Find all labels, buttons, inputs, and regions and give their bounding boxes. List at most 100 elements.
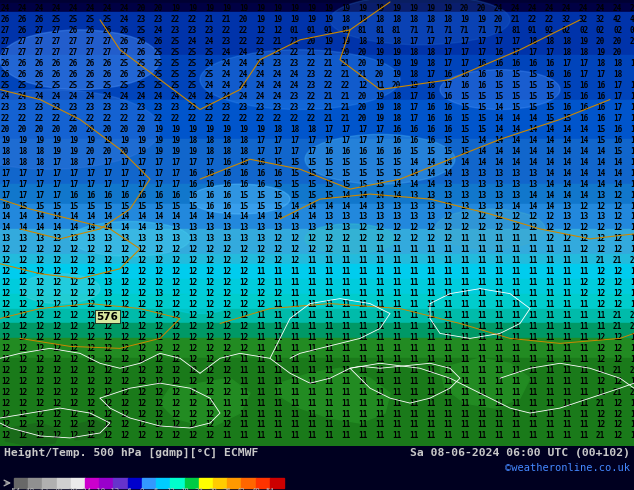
Text: 14: 14	[307, 213, 316, 221]
Text: 23: 23	[154, 103, 163, 112]
Text: 19: 19	[69, 136, 78, 145]
Text: 12: 12	[86, 344, 95, 353]
Text: 17: 17	[545, 48, 554, 57]
Text: 12: 12	[154, 377, 163, 386]
Text: 19: 19	[375, 103, 384, 112]
Text: 12: 12	[545, 234, 554, 244]
Text: 25: 25	[137, 26, 146, 35]
Text: 25: 25	[120, 81, 129, 90]
Text: -38: -38	[50, 489, 63, 490]
Text: 12: 12	[171, 420, 180, 430]
Text: 16: 16	[205, 180, 214, 189]
Text: 24: 24	[239, 59, 249, 68]
Text: 11: 11	[528, 234, 537, 244]
Text: 71: 71	[477, 26, 486, 35]
Text: 12: 12	[630, 267, 634, 276]
Text: 11: 11	[256, 322, 265, 331]
Text: 17: 17	[137, 169, 146, 178]
Text: 11: 11	[528, 300, 537, 309]
Text: 21: 21	[324, 48, 333, 57]
Text: 25: 25	[154, 81, 163, 90]
Text: 17: 17	[443, 48, 452, 57]
Text: 81: 81	[341, 26, 350, 35]
Text: 19: 19	[375, 4, 384, 13]
Text: 15: 15	[494, 92, 503, 101]
Text: 17: 17	[52, 180, 61, 189]
Text: 14: 14	[579, 180, 588, 189]
Text: 11: 11	[273, 410, 282, 418]
Text: 12: 12	[596, 267, 605, 276]
Text: 15: 15	[460, 92, 469, 101]
Text: 26: 26	[69, 70, 78, 79]
Text: 11: 11	[307, 322, 316, 331]
Text: 15: 15	[256, 191, 265, 199]
Text: 12: 12	[256, 300, 265, 309]
Text: 12: 12	[188, 388, 197, 396]
Text: 15: 15	[562, 114, 571, 123]
Text: 81: 81	[358, 26, 367, 35]
Text: 19: 19	[460, 15, 469, 24]
Text: 11: 11	[256, 366, 265, 375]
Text: 15: 15	[596, 136, 605, 145]
Text: 25: 25	[137, 59, 146, 68]
Text: 26: 26	[69, 59, 78, 68]
Text: 17: 17	[18, 180, 27, 189]
Text: 11: 11	[358, 322, 367, 331]
Text: 12: 12	[171, 398, 180, 408]
Text: 13: 13	[443, 180, 452, 189]
Text: 25: 25	[188, 48, 197, 57]
Text: 14: 14	[103, 213, 112, 221]
Text: 15: 15	[341, 180, 350, 189]
Text: 11: 11	[545, 267, 554, 276]
Text: 15: 15	[52, 201, 61, 211]
Text: 12: 12	[596, 223, 605, 232]
Text: 71: 71	[460, 26, 469, 35]
Text: 13: 13	[426, 201, 436, 211]
Text: 12: 12	[18, 410, 27, 418]
Text: 13: 13	[222, 223, 231, 232]
Text: 15: 15	[545, 92, 554, 101]
Text: 11: 11	[341, 267, 350, 276]
Text: 12: 12	[103, 322, 112, 331]
Text: 12: 12	[86, 366, 95, 375]
Text: 17: 17	[273, 136, 282, 145]
Text: 20: 20	[69, 125, 78, 134]
Text: 23: 23	[188, 103, 197, 112]
Text: 14: 14	[579, 147, 588, 156]
Text: 15: 15	[562, 92, 571, 101]
Text: 15: 15	[477, 125, 486, 134]
Text: 13: 13	[205, 223, 214, 232]
Text: 21: 21	[358, 70, 367, 79]
Polygon shape	[5, 423, 60, 446]
Text: 11: 11	[494, 377, 503, 386]
Text: 17: 17	[171, 169, 180, 178]
Text: 15: 15	[528, 81, 537, 90]
Text: 11: 11	[324, 377, 333, 386]
Text: 18: 18	[35, 158, 44, 167]
Text: 14: 14	[494, 158, 503, 167]
Text: 15: 15	[511, 92, 521, 101]
Text: 17: 17	[52, 191, 61, 199]
Text: 11: 11	[392, 344, 401, 353]
Text: 12: 12	[188, 366, 197, 375]
Text: 11: 11	[528, 333, 537, 342]
Text: 22: 22	[120, 114, 129, 123]
Text: 12: 12	[35, 333, 44, 342]
Text: 17: 17	[273, 147, 282, 156]
Bar	[142, 478, 156, 488]
Text: 14: 14	[562, 169, 571, 178]
Text: 12: 12	[154, 300, 163, 309]
Text: 11: 11	[273, 432, 282, 441]
Text: 11: 11	[256, 333, 265, 342]
Text: 22: 22	[171, 114, 180, 123]
Text: 12: 12	[239, 322, 249, 331]
Text: 24: 24	[256, 92, 265, 101]
Text: 11: 11	[477, 256, 486, 265]
Text: 11: 11	[409, 311, 418, 320]
Text: 13: 13	[477, 191, 486, 199]
Text: 17: 17	[86, 158, 95, 167]
Text: 27: 27	[18, 37, 27, 46]
Text: 14: 14	[239, 213, 249, 221]
Text: 11: 11	[494, 256, 503, 265]
Text: 17: 17	[69, 169, 78, 178]
